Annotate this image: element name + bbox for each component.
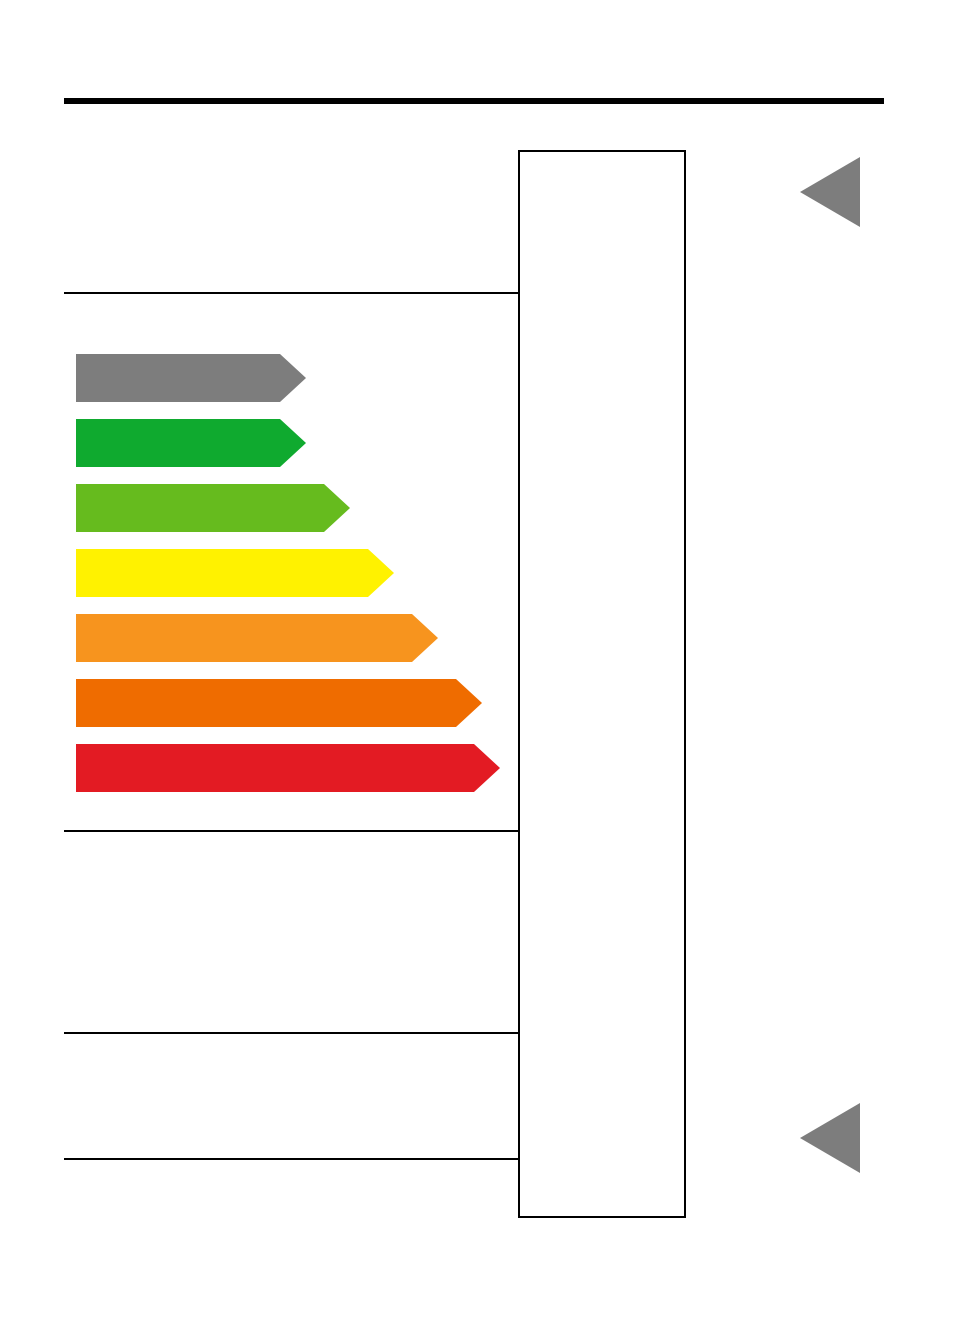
rule-top [64, 98, 884, 104]
rating-bar-body [76, 354, 280, 402]
rating-bar-1 [76, 419, 306, 467]
rating-bar-body [76, 679, 456, 727]
rule-4 [64, 1158, 518, 1160]
rating-bar-6 [76, 744, 500, 792]
rating-bar-tip-icon [280, 354, 306, 402]
rating-bar-0 [76, 354, 306, 402]
rating-bar-4 [76, 614, 438, 662]
pointer-bottom-icon [800, 1103, 860, 1173]
rating-bar-tip-icon [280, 419, 306, 467]
rating-bar-body [76, 484, 324, 532]
side-panel [518, 150, 686, 1218]
rule-1 [64, 292, 518, 294]
rating-bar-5 [76, 679, 482, 727]
rating-bar-tip-icon [368, 549, 394, 597]
rating-bar-body [76, 549, 368, 597]
rating-bar-tip-icon [474, 744, 500, 792]
rating-bar-2 [76, 484, 350, 532]
rating-bar-tip-icon [456, 679, 482, 727]
pointer-top-icon [800, 157, 860, 227]
rating-bar-tip-icon [412, 614, 438, 662]
rating-bar-body [76, 744, 474, 792]
rating-bar-3 [76, 549, 394, 597]
rule-3 [64, 1032, 518, 1034]
rating-bar-body [76, 419, 280, 467]
page [0, 0, 954, 1336]
rule-2 [64, 830, 518, 832]
rating-bar-tip-icon [324, 484, 350, 532]
rating-bar-body [76, 614, 412, 662]
